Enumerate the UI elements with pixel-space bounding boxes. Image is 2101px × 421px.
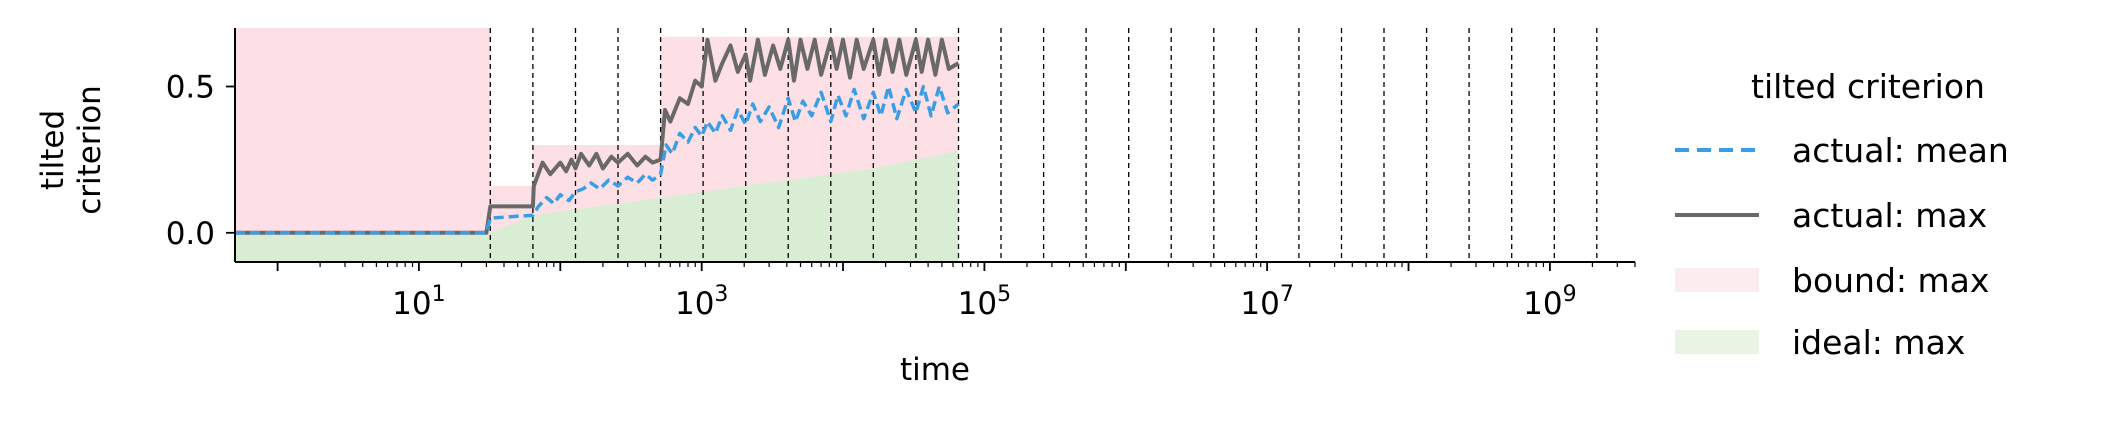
x-ticks: 101 103 105 107 109 (276, 262, 1636, 322)
x-tick-label: 109 (1523, 282, 1576, 322)
series-actual-max (235, 37, 960, 235)
x-axis-label: time (900, 352, 970, 388)
series-actual-mean (235, 84, 960, 235)
legend-actual-mean-label: actual: mean (1792, 131, 2009, 170)
legend: tilted criterion actual: mean actual: max… (1675, 67, 2009, 362)
legend-title: tilted criterion (1751, 67, 1985, 106)
legend-bound-max-swatch (1675, 268, 1759, 292)
y-ticks: 0.0 0.5 (166, 70, 235, 252)
legend-ideal-max-swatch (1675, 330, 1759, 354)
y-tick-label: 0.5 (166, 70, 215, 106)
y-tick-label: 0.0 (166, 216, 215, 252)
x-tick-label: 107 (1240, 282, 1293, 322)
plot-area (235, 28, 1598, 262)
legend-ideal-max-label: ideal: max (1792, 323, 1965, 362)
y-axis-label-line-2: criterion (72, 85, 108, 215)
x-tick-label: 105 (958, 282, 1011, 322)
legend-bound-max-label: bound: max (1792, 261, 1989, 300)
legend-actual-max-label: actual: max (1792, 196, 1987, 235)
y-axis-label-line-1: tilted (35, 110, 71, 190)
x-tick-label: 101 (392, 282, 445, 322)
x-tick-label: 103 (675, 282, 728, 322)
